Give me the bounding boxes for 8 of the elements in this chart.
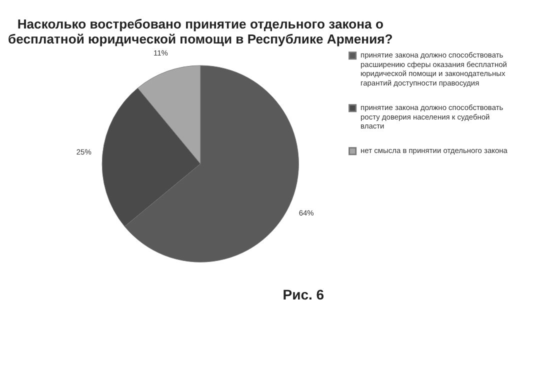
chart-title: Насколько востребовано принятие отдельного закона о бесплатной юридической помощи в Республике Армения?: [8, 16, 393, 46]
legend-label: принятие закона должно способствовать росту доверия населения к судебной власти: [360, 102, 504, 131]
data-label: 25%: [76, 148, 92, 157]
legend-label: принятие закона должно способствовать расширению сферы оказания бесплатной юридической помощи и законодательных гарантий доступности правосудия: [360, 50, 507, 88]
legend-label: нет смысла в принятии отдельного закона: [360, 146, 508, 156]
text: Рис. 6: [282, 286, 324, 303]
data-label: 64%: [298, 208, 314, 218]
data-label: 11%: [154, 48, 168, 58]
